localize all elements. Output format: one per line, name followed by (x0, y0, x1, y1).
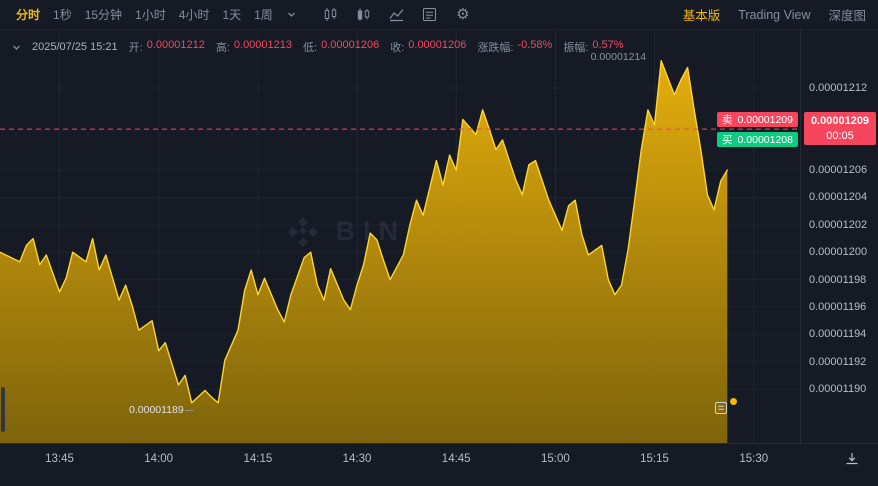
sell-label: 卖 (722, 114, 733, 127)
chart-datetime: 2025/07/25 15:21 (32, 41, 118, 53)
last-price-value: 0.00001209 (810, 115, 870, 128)
time-tick-label: 14:30 (342, 453, 372, 465)
overlay-candles-icon (358, 8, 370, 21)
tab-basic-version[interactable]: 基本版 (682, 9, 721, 23)
time-tick-label: 15:15 (640, 453, 669, 465)
price-tick-label: 0.00001206 (809, 164, 868, 177)
chart-plot-area[interactable]: BINANCE 2025/07/25 15:21 开:0.00001212 高:… (0, 30, 800, 443)
chevron-down-icon (287, 12, 295, 17)
price-tick-label: 0.00001192 (809, 355, 867, 368)
line-chart-button[interactable] (388, 6, 406, 24)
panel-layout-button[interactable] (421, 6, 439, 24)
interval-tabs: 分时 1秒 15分钟 1小时 4小时 1天 1周 (16, 6, 296, 23)
tab-depth-chart[interactable]: 深度图 (828, 9, 866, 23)
sell-price-badge: 卖 0.00001209 (717, 112, 798, 128)
price-tick-label: 0.00001196 (809, 300, 867, 313)
overlay-candles-button[interactable] (355, 6, 373, 24)
buy-price-badge: 买 0.00001208 (717, 132, 798, 148)
collapse-info-button[interactable] (12, 43, 21, 52)
tab-interval-4h[interactable]: 4小时 (178, 8, 210, 22)
ohlc-open: 开: 0.00001212 (128, 39, 205, 54)
candlestick-chart-button[interactable] (322, 6, 340, 24)
time-tick-label: 13:45 (45, 453, 74, 465)
time-tick-label: 14:15 (243, 453, 273, 465)
time-axis[interactable]: 13:45 14:00 14:15 14:30 14:45 15:00 15:15 15:30 (0, 443, 878, 486)
ohlc-low: 低: 0.00001206 (303, 39, 380, 54)
high-price-annotation: 0.00001214 (590, 50, 647, 63)
tab-tradingview[interactable]: Trading View (738, 7, 811, 22)
chart-toolbar: 分时 1秒 15分钟 1小时 4小时 1天 1周 (0, 0, 878, 30)
ohlc-high: 高: 0.00001213 (215, 39, 293, 54)
price-tick-label: 0.00001202 (809, 218, 868, 231)
price-tick-label: 0.00001200 (809, 246, 868, 259)
open-orders-button[interactable] (714, 398, 737, 420)
ohlc-close: 收: 0.00001206 (390, 39, 467, 54)
tab-interval-1s[interactable]: 1秒 (53, 8, 72, 22)
tab-interval-15m[interactable]: 15分钟 (84, 8, 123, 22)
price-axis[interactable]: 0.00001209 00:05 0.00001212 0.00001206 0.0… (800, 30, 878, 443)
price-tick-label: 0.00001212 (809, 82, 868, 95)
buy-label: 买 (722, 134, 733, 147)
tab-interval-1w[interactable]: 1周 (254, 8, 273, 22)
candlestick-chart-icon (325, 8, 337, 21)
chart-type-icons: ⚙ (322, 6, 472, 24)
time-tick-label: 14:00 (144, 453, 174, 465)
binance-logo-icon (288, 217, 319, 247)
tab-interval-1h[interactable]: 1小时 (135, 8, 166, 22)
amplitude-percent: 振幅: 0.57% (563, 39, 624, 54)
orders-notification-dot (730, 398, 737, 405)
time-tick-label: 15:00 (540, 453, 570, 465)
tab-interval-timeline[interactable]: 分时 (16, 8, 41, 22)
time-tick-label: 15:30 (739, 453, 769, 465)
chart-settings-button[interactable]: ⚙ (454, 6, 472, 24)
low-annotation-connector (184, 409, 193, 411)
price-tick-label: 0.00001190 (809, 383, 867, 396)
left-scrollbar[interactable] (1, 387, 5, 432)
export-download-icon (846, 453, 858, 465)
price-tick-label: 0.00001198 (809, 273, 867, 286)
ohlc-info-bar: 2025/07/25 15:21 开: 0.00001212 高: 0.000012… (12, 39, 624, 55)
settings-gear-icon: ⚙ (456, 6, 470, 23)
orders-list-icon (715, 402, 727, 414)
line-chart-icon (389, 9, 404, 22)
price-tick-label: 0.00001194 (809, 328, 867, 341)
buy-price: 0.00001208 (737, 133, 793, 146)
interval-dropdown-caret[interactable] (287, 10, 296, 19)
chart-mode-tabs: 基本版 Trading View 深度图 (683, 5, 868, 24)
change-percent: 涨跌幅: -0.58% (477, 39, 553, 54)
tab-interval-1d[interactable]: 1天 (222, 8, 242, 22)
chevron-down-icon (13, 45, 20, 50)
panel-layout-icon (423, 8, 437, 21)
candle-countdown: 00:05 (826, 130, 854, 143)
time-tick-label: 14:45 (441, 453, 471, 465)
export-button[interactable] (844, 451, 862, 469)
price-area-chart (0, 30, 800, 443)
last-price-badge: 0.00001209 00:05 (804, 112, 876, 146)
price-tick-label: 0.00001204 (809, 191, 868, 204)
sell-price: 0.00001209 (737, 113, 793, 126)
low-price-annotation: 0.00001189 (129, 403, 184, 416)
